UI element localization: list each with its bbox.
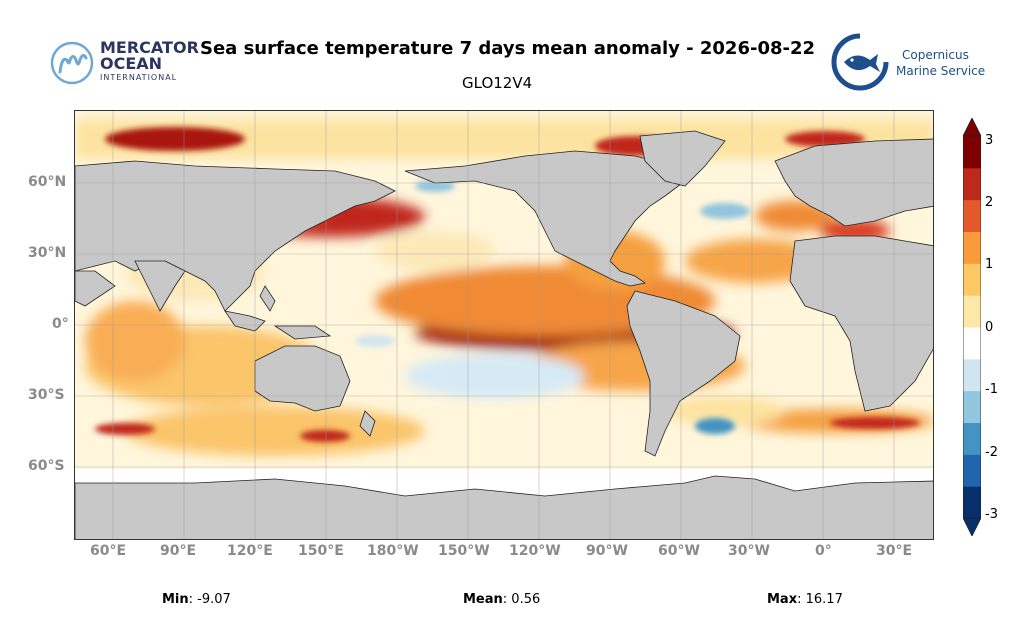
lon-label: 90°W [586,543,628,559]
lon-label: 120°E [227,543,273,559]
lon-label: 180°W [367,543,419,559]
logo-left-line2: OCEAN [100,54,163,73]
colorbar-segment [963,327,981,360]
lat-label: 0° [52,316,69,332]
colorbar-segment [963,358,981,392]
stat-mean-label: Mean [463,592,503,607]
landmasses [75,130,933,539]
colorbar-segment [963,486,981,519]
page-subtitle: GLO12V4 [462,74,533,92]
lat-label: 60°S [28,458,65,474]
lon-label: 60°E [90,543,127,559]
stat-mean-value: : 0.56 [502,592,541,607]
colorbar-segment [963,454,981,487]
colorbar [963,118,981,536]
stat-max: Max: 16.17 [767,592,843,607]
lat-label: 60°N [28,174,67,190]
anomaly-map [74,110,934,540]
colorbar-segment [963,231,981,264]
colorbar-outline [963,135,981,519]
stat-max-label: Max [767,592,798,607]
colorbar-segment [963,167,981,201]
colorbar-label: 2 [985,195,994,210]
colorbar-label: -3 [985,507,998,522]
colorbar-segment [963,295,981,328]
page-title: Sea surface temperature 7 days mean anom… [200,38,816,59]
colorbar-segment [963,136,981,169]
stat-min-label: Min [162,592,189,607]
colorbar-min-arrow [963,517,981,536]
colorbar-label: 0 [985,320,994,335]
logo-right-line1: Copernicus [902,48,969,62]
stat-mean: Mean: 0.56 [463,592,540,607]
lon-label: 90°E [160,543,197,559]
colorbar-label: -2 [985,445,998,460]
colorbar-label: -1 [985,382,998,397]
map-canvas [75,111,933,539]
stat-min: Min: -9.07 [162,592,231,607]
lon-label: 150°E [298,543,344,559]
lon-label: 0° [815,543,832,559]
lat-label: 30°S [28,387,65,403]
stat-min-value: : -9.07 [188,592,231,607]
colorbar-segment [963,390,981,423]
colorbar-label: 3 [985,133,994,148]
logo-right-line2: Marine Service [896,64,986,78]
logo-left-line3: INTERNATIONAL [100,73,178,82]
colorbar-segments [963,136,981,519]
colorbar-max-arrow [963,118,981,137]
lon-label: 60°W [658,543,700,559]
colorbar-segment [963,422,981,455]
lon-label: 120°W [509,543,561,559]
lat-label: 30°N [28,245,67,261]
graticule [75,111,933,539]
copernicus-marine-logo: Copernicus Marine Service [830,32,990,92]
colorbar-label: 1 [985,257,994,272]
copernicus-fish-emblem-icon [831,33,889,91]
lon-label: 30°E [876,543,913,559]
mercator-ocean-emblem-icon [50,41,94,85]
colorbar-segment [963,199,981,232]
mercator-ocean-logo: MERCATOR OCEAN INTERNATIONAL [48,38,199,88]
lon-label: 150°W [438,543,490,559]
stat-max-value: : 16.17 [797,592,843,607]
colorbar-segment [963,263,981,296]
logo-left-line1: MERCATOR [100,38,199,57]
lon-label: 30°W [728,543,770,559]
